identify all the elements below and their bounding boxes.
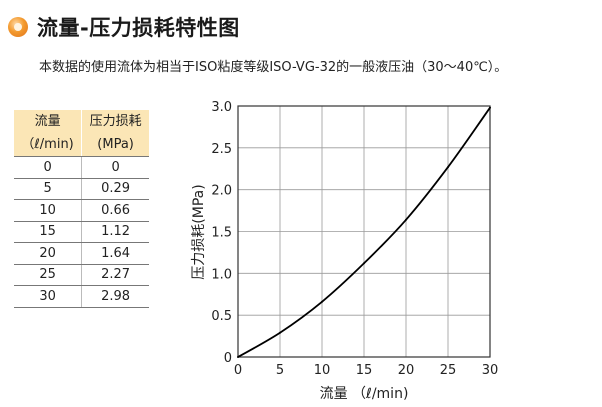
y-tick-label: 2.0 xyxy=(211,184,232,199)
y-tick-label: 2.5 xyxy=(211,142,232,157)
cell-loss: 1.64 xyxy=(81,242,149,265)
table-row: 5 0.29 xyxy=(14,178,149,200)
description-text: 本数据的使用流体为相当于ISO粘度等级ISO-VG-32的一般液压油（30～40… xyxy=(39,60,508,75)
cell-loss: 0.66 xyxy=(81,199,149,222)
x-tick-label: 5 xyxy=(276,363,284,378)
data-points xyxy=(237,106,491,358)
data-point xyxy=(279,331,281,334)
y-tick-label: 1.0 xyxy=(211,267,232,282)
cell-loss: 2.27 xyxy=(81,264,149,286)
x-axis-ticks: 0 5 10 15 20 25 30 xyxy=(234,363,498,378)
orange-bullet-icon xyxy=(8,17,28,37)
header-flow-line1: 流量 xyxy=(14,110,83,133)
title-row: 流量-压力损耗特性图 xyxy=(8,12,240,42)
y-tick-label: 0 xyxy=(224,351,232,366)
table-row: 20 1.64 xyxy=(14,242,149,265)
cell-loss: 0 xyxy=(81,156,149,179)
y-tick-label: 0.5 xyxy=(211,309,232,324)
cell-flow: 30 xyxy=(14,285,83,308)
y-tick-label: 3.0 xyxy=(211,100,232,115)
cell-flow: 20 xyxy=(14,242,83,265)
x-tick-label: 20 xyxy=(398,363,415,378)
cell-flow: 15 xyxy=(14,221,83,243)
cell-flow: 10 xyxy=(14,199,83,222)
table-row: 10 0.66 xyxy=(14,199,149,222)
y-axis-label: 压力损耗(MPa) xyxy=(191,184,207,279)
header-loss-line1: 压力损耗 xyxy=(81,110,149,133)
cell-loss: 1.12 xyxy=(81,221,149,243)
header-loss-line2: (MPa) xyxy=(81,133,149,157)
table-row: 25 2.27 xyxy=(14,264,149,286)
header-flow-line2: （ℓ/min) xyxy=(14,133,83,157)
cell-loss: 2.98 xyxy=(81,285,149,308)
cell-loss: 0.29 xyxy=(81,178,149,200)
data-point xyxy=(321,300,323,303)
cell-flow: 25 xyxy=(14,264,83,286)
table-header-row-2: （ℓ/min) (MPa) xyxy=(14,133,149,157)
x-tick-label: 10 xyxy=(314,363,331,378)
y-tick-label: 1.5 xyxy=(211,226,232,241)
x-tick-label: 30 xyxy=(482,363,499,378)
data-point xyxy=(447,166,449,169)
data-point xyxy=(363,262,365,265)
y-axis-ticks: 0 0.5 1.0 1.5 2.0 2.5 3.0 xyxy=(211,100,232,366)
plot-frame xyxy=(237,105,491,358)
x-axis-label: 流量 （ℓ/min) xyxy=(320,386,409,402)
x-tick-label: 15 xyxy=(356,363,373,378)
table-row: 30 2.98 xyxy=(14,285,149,308)
chart-grid xyxy=(237,105,491,358)
cell-flow: 0 xyxy=(14,156,83,179)
page-title: 流量-压力损耗特性图 xyxy=(37,16,240,40)
x-tick-label: 25 xyxy=(440,363,457,378)
cell-flow: 5 xyxy=(14,178,83,200)
table-row: 15 1.12 xyxy=(14,221,149,243)
x-tick-label: 0 xyxy=(234,363,242,378)
table-header-row-1: 流量 压力损耗 xyxy=(14,110,149,133)
data-point xyxy=(405,218,407,221)
data-point xyxy=(489,106,491,109)
data-point xyxy=(237,356,239,358)
